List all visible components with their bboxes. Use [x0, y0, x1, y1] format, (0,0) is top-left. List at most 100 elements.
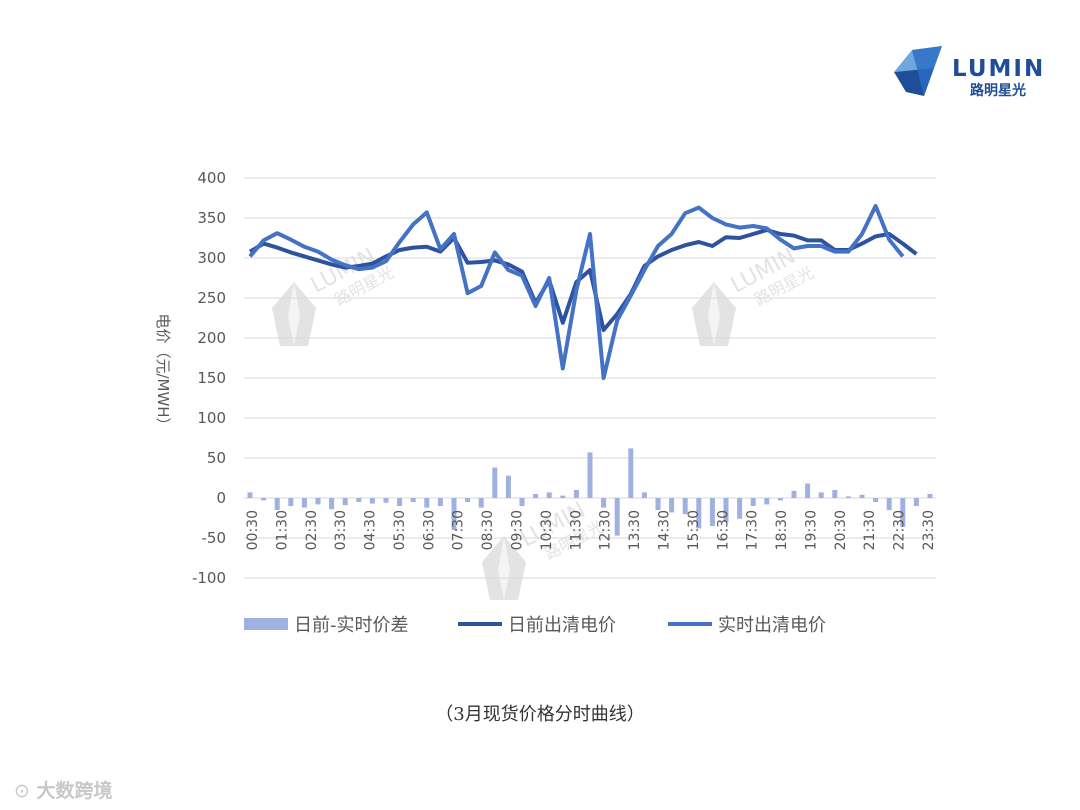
spread-bar: [709, 498, 715, 526]
spread-bar: [791, 490, 797, 498]
spread-bar: [573, 490, 579, 498]
spread-bar: [696, 498, 702, 529]
spread-bar: [560, 495, 566, 498]
x-tick-label: 06:30: [421, 510, 437, 550]
x-tick-label: 17:30: [745, 510, 761, 550]
spread-bar: [628, 448, 634, 498]
legend-item: 日前出清电价: [458, 615, 616, 636]
x-tick-label: 16:30: [715, 510, 731, 550]
spread-bar: [832, 490, 838, 498]
spread-bar: [601, 498, 607, 508]
y-axis-label: 电价（元/MWH）: [154, 313, 172, 432]
x-tick-label: 08:30: [480, 510, 496, 550]
y-tick-label: 350: [197, 209, 226, 227]
spread-bar: [356, 498, 362, 502]
y-tick-label: 250: [197, 289, 226, 307]
legend-item: 日前-实时价差: [244, 615, 409, 636]
spread-bar: [818, 492, 824, 498]
spread-bar: [274, 498, 280, 510]
x-tick-label: 01:30: [274, 510, 290, 550]
x-tick-label: 22:30: [892, 510, 908, 550]
x-tick-label: 02:30: [304, 510, 320, 550]
y-axis: -100 -50 0 50 100 150 200 250 300 350 400: [192, 169, 226, 587]
spread-bar: [845, 496, 851, 498]
spread-bar: [669, 498, 675, 513]
x-tick-label: 19:30: [803, 510, 819, 550]
x-tick-label: 04:30: [363, 510, 379, 550]
spread-bar: [859, 494, 865, 498]
spread-bar: [723, 498, 729, 522]
spread-bar: [261, 498, 267, 501]
spread-bars: [247, 448, 933, 536]
spread-bar: [737, 498, 743, 519]
spread-bar: [505, 475, 511, 498]
spread-bar: [247, 492, 253, 498]
y-tick-label: 150: [197, 369, 226, 387]
spread-bar: [533, 494, 539, 498]
x-tick-label: 07:30: [451, 510, 467, 550]
brand-logo: LUMIN 路明星光: [890, 42, 1050, 102]
spread-bar: [478, 498, 484, 508]
spread-bar: [900, 498, 906, 527]
spread-bar: [655, 498, 661, 510]
spread-bar: [410, 498, 416, 502]
x-tick-label: 00:30: [245, 510, 261, 550]
spread-bar: [369, 498, 375, 504]
legend-item: 实时出清电价: [668, 615, 826, 636]
x-tick-label: 14:30: [656, 510, 672, 550]
spread-bar: [315, 498, 321, 505]
x-tick-label: 03:30: [333, 510, 349, 550]
legend-label: 日前出清电价: [508, 615, 616, 636]
spread-bar: [641, 492, 647, 498]
x-axis: 00:30 01:30 02:30 03:30 04:30 05:30 06:30 07:30…: [245, 510, 937, 550]
x-tick-label: 23:30: [921, 510, 937, 550]
spread-bar: [873, 498, 879, 502]
y-tick-label: -50: [202, 529, 227, 547]
legend: 日前-实时价差 日前出清电价 实时出清电价: [244, 615, 826, 636]
footer-watermark: ⊙ 大数跨境: [14, 776, 113, 803]
spread-bar: [805, 483, 811, 498]
footer-watermark-text: 大数跨境: [36, 780, 113, 802]
spread-bar: [492, 467, 498, 498]
chart-caption: （3月现货价格分时曲线）: [435, 704, 645, 725]
y-tick-label: 400: [197, 169, 226, 187]
spread-bar: [614, 498, 620, 536]
spread-bar: [546, 492, 552, 498]
y-tick-label: 100: [197, 409, 226, 427]
spread-bar: [519, 498, 525, 506]
day-ahead-line: [248, 228, 918, 332]
spread-bar: [777, 498, 783, 501]
spread-bar: [451, 498, 457, 530]
real-time-line: [248, 204, 905, 380]
spread-bar: [383, 498, 389, 503]
legend-label: 实时出清电价: [718, 615, 826, 636]
brand-sub: 路明星光: [970, 82, 1026, 99]
x-tick-label: 10:30: [539, 510, 555, 550]
x-tick-label: 15:30: [686, 510, 702, 550]
spread-bar: [437, 498, 443, 506]
x-tick-label: 18:30: [774, 510, 790, 550]
spread-bar: [288, 498, 294, 506]
x-tick-label: 09:30: [510, 510, 526, 550]
x-tick-label: 20:30: [833, 510, 849, 550]
brand-mark-icon: LUMIN 路明星光: [894, 46, 1043, 99]
spread-bar: [301, 498, 307, 508]
y-tick-label: 0: [216, 489, 226, 507]
spread-bar: [927, 494, 933, 498]
y-tick-label: 300: [197, 249, 226, 267]
spread-bar: [397, 498, 403, 506]
spread-bar: [682, 498, 688, 514]
price-lines: [248, 204, 918, 380]
spread-bar: [764, 498, 770, 505]
legend-swatch: [244, 618, 288, 630]
spread-bar: [465, 498, 471, 502]
x-tick-label: 21:30: [862, 510, 878, 550]
weibo-icon: ⊙: [14, 780, 30, 802]
y-tick-label: 50: [207, 449, 226, 467]
spread-bar: [342, 498, 348, 506]
spread-bar: [913, 498, 919, 506]
spread-bar: [587, 452, 593, 498]
spread-bar: [750, 498, 756, 506]
